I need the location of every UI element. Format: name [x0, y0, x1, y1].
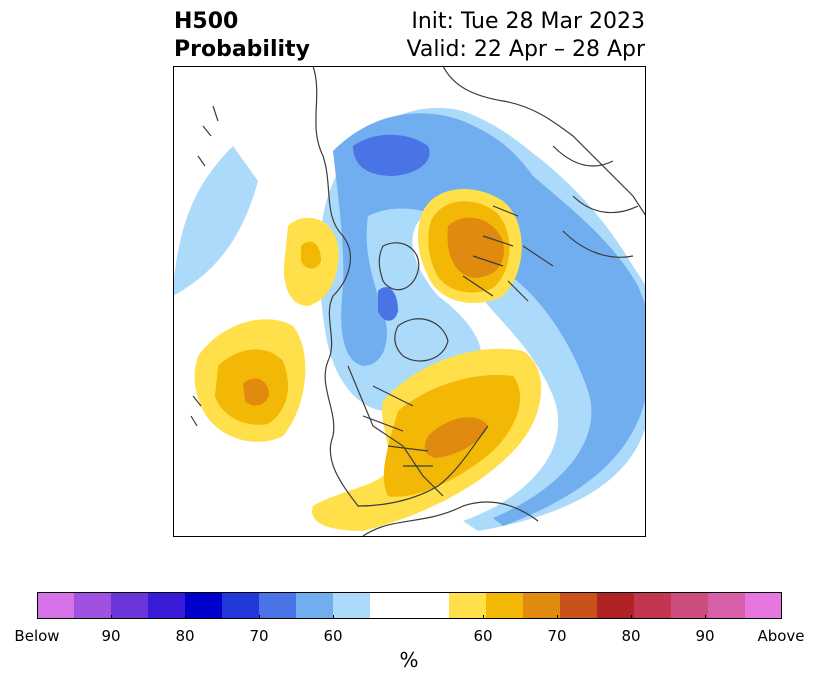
below-core-eurasia: [353, 134, 430, 176]
probability-contours: [173, 107, 646, 532]
colorbar-tick-label: 90: [695, 627, 715, 645]
colorbar-tick-label: Below: [14, 627, 60, 645]
above-core-america: [424, 417, 488, 458]
colorbar-tick-label: 60: [323, 627, 343, 645]
probability-colorbar: [37, 592, 782, 619]
map-frame: [173, 66, 646, 537]
colorbar-above-segment: [560, 592, 597, 619]
below-region-pacific: [173, 146, 258, 296]
above-core-siberia: [447, 217, 504, 278]
colorbar-below-segment: [74, 592, 111, 619]
colorbar-below-segment: [37, 592, 74, 619]
probability-map: [173, 66, 646, 537]
below-region-arctic-mid: [333, 113, 646, 526]
colorbar-neutral-segment: [370, 592, 449, 619]
colorbar-above-segment: [708, 592, 745, 619]
colorbar-above-segment: [671, 592, 708, 619]
colorbar-below-segment: [111, 592, 148, 619]
above-core-pacific: [243, 378, 269, 406]
colorbar-tick-label: 70: [249, 627, 269, 645]
chart-title-right: Init: Tue 28 Mar 2023 Valid: 22 Apr – 28…: [407, 8, 646, 64]
colorbar-above-segment: [486, 592, 523, 619]
colorbar-tick-label: 80: [175, 627, 195, 645]
colorbar-above-segment: [449, 592, 486, 619]
coastlines: [190, 66, 646, 537]
colorbar-below-segment: [296, 592, 333, 619]
colorbar-above-segment: [597, 592, 634, 619]
colorbar-below-segment: [222, 592, 259, 619]
product-label: Probability: [174, 37, 310, 62]
colorbar-below-segment: [333, 592, 370, 619]
colorbar-tick-label: 70: [547, 627, 567, 645]
colorbar-below-segment: [259, 592, 296, 619]
colorbar-below-segment: [148, 592, 185, 619]
colorbar-frame: [37, 592, 782, 619]
colorbar-tick-label: Above: [757, 627, 805, 645]
above-band-europe: [301, 241, 321, 269]
init-label: Init: Tue 28 Mar 2023: [411, 9, 645, 34]
colorbar-above-segment: [634, 592, 671, 619]
colorbar-unit-label: %: [399, 648, 419, 672]
colorbar-tick-label: 60: [473, 627, 493, 645]
variable-label: H500: [174, 9, 239, 34]
below-core-arctic: [378, 287, 398, 321]
colorbar-above-segment: [745, 592, 782, 619]
colorbar-below-segment: [185, 592, 222, 619]
colorbar-tick-label: 90: [101, 627, 121, 645]
colorbar-tick-label: 80: [621, 627, 641, 645]
colorbar-above-segment: [523, 592, 560, 619]
valid-label: Valid: 22 Apr – 28 Apr: [406, 37, 646, 62]
chart-title-left: H500 Probability: [174, 8, 310, 64]
